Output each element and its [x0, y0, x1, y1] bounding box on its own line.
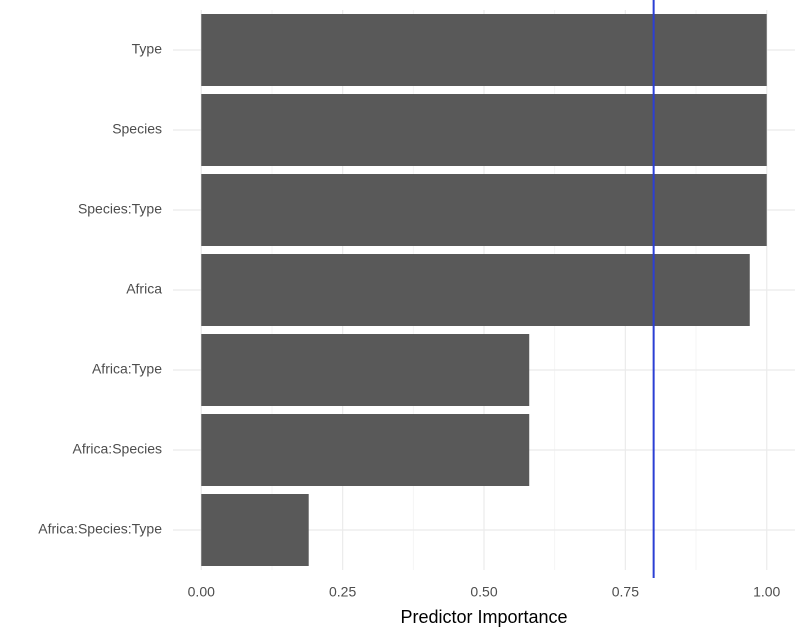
bar	[201, 254, 750, 326]
y-tick-label: Africa:Type	[92, 361, 162, 377]
x-axis-title: Predictor Importance	[400, 607, 567, 627]
bar	[201, 494, 309, 566]
x-tick-label: 0.50	[470, 584, 497, 600]
y-tick-label: Species	[112, 121, 162, 137]
x-tick-label: 0.25	[329, 584, 356, 600]
y-tick-label: Africa	[126, 281, 162, 297]
bar	[201, 334, 530, 406]
y-tick-label: Species:Type	[78, 201, 162, 217]
bar	[201, 14, 767, 86]
x-tick-label: 0.75	[612, 584, 639, 600]
y-tick-label: Africa:Species	[73, 441, 162, 457]
bar	[201, 94, 767, 166]
y-tick-label: Africa:Species:Type	[38, 521, 162, 537]
y-tick-label: Type	[132, 41, 163, 57]
bar	[201, 174, 767, 246]
x-tick-label: 0.00	[188, 584, 215, 600]
bar	[201, 414, 530, 486]
x-tick-label: 1.00	[753, 584, 780, 600]
